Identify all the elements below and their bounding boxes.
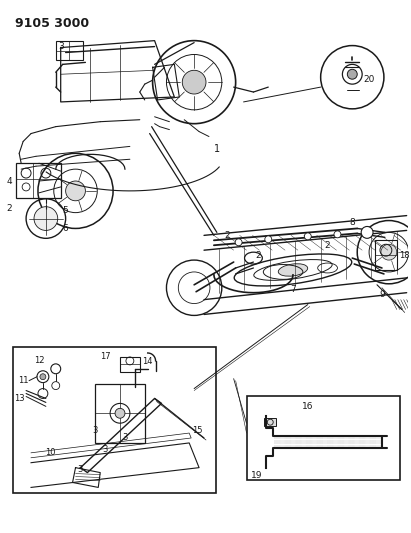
Bar xyxy=(56,41,83,60)
Text: 9: 9 xyxy=(379,290,385,299)
Text: 18: 18 xyxy=(399,251,410,260)
Circle shape xyxy=(265,236,272,243)
Bar xyxy=(264,418,276,426)
Text: 3: 3 xyxy=(92,425,98,434)
Bar xyxy=(95,384,145,443)
Circle shape xyxy=(361,227,373,238)
Text: 8: 8 xyxy=(349,218,355,227)
Text: 9105 3000: 9105 3000 xyxy=(15,17,89,30)
Circle shape xyxy=(235,239,242,246)
Text: 12: 12 xyxy=(34,357,44,366)
Circle shape xyxy=(34,207,58,230)
Text: 16: 16 xyxy=(302,402,314,411)
Text: 19: 19 xyxy=(251,471,262,480)
Text: 10: 10 xyxy=(46,448,56,457)
Bar xyxy=(16,163,61,198)
Text: 3: 3 xyxy=(122,433,128,442)
Circle shape xyxy=(334,231,341,238)
Text: 2: 2 xyxy=(256,251,261,260)
Circle shape xyxy=(381,244,397,260)
Circle shape xyxy=(115,408,125,418)
Circle shape xyxy=(347,69,357,79)
Text: 14: 14 xyxy=(143,358,153,366)
Circle shape xyxy=(66,181,85,201)
Text: 2: 2 xyxy=(224,231,230,240)
Text: 2: 2 xyxy=(325,241,330,250)
Text: 7: 7 xyxy=(290,285,296,294)
Text: 2: 2 xyxy=(7,204,12,213)
Text: 5: 5 xyxy=(63,206,69,215)
Text: 4: 4 xyxy=(7,176,12,185)
Bar xyxy=(120,357,140,372)
Text: 15: 15 xyxy=(192,425,202,434)
Circle shape xyxy=(182,70,206,94)
Ellipse shape xyxy=(278,264,308,276)
Text: 13: 13 xyxy=(14,394,25,403)
Bar xyxy=(375,240,397,270)
Text: 3: 3 xyxy=(58,42,64,51)
Circle shape xyxy=(40,374,46,379)
Text: 3: 3 xyxy=(102,446,108,454)
Text: 6: 6 xyxy=(63,224,69,233)
Text: 1: 1 xyxy=(214,144,220,155)
Text: 17: 17 xyxy=(100,352,111,361)
Circle shape xyxy=(321,46,384,109)
Text: 3: 3 xyxy=(78,465,83,474)
Text: 20: 20 xyxy=(363,75,375,84)
Bar xyxy=(247,397,400,480)
Bar xyxy=(13,347,216,494)
Circle shape xyxy=(304,233,311,240)
Text: 11: 11 xyxy=(18,376,28,385)
